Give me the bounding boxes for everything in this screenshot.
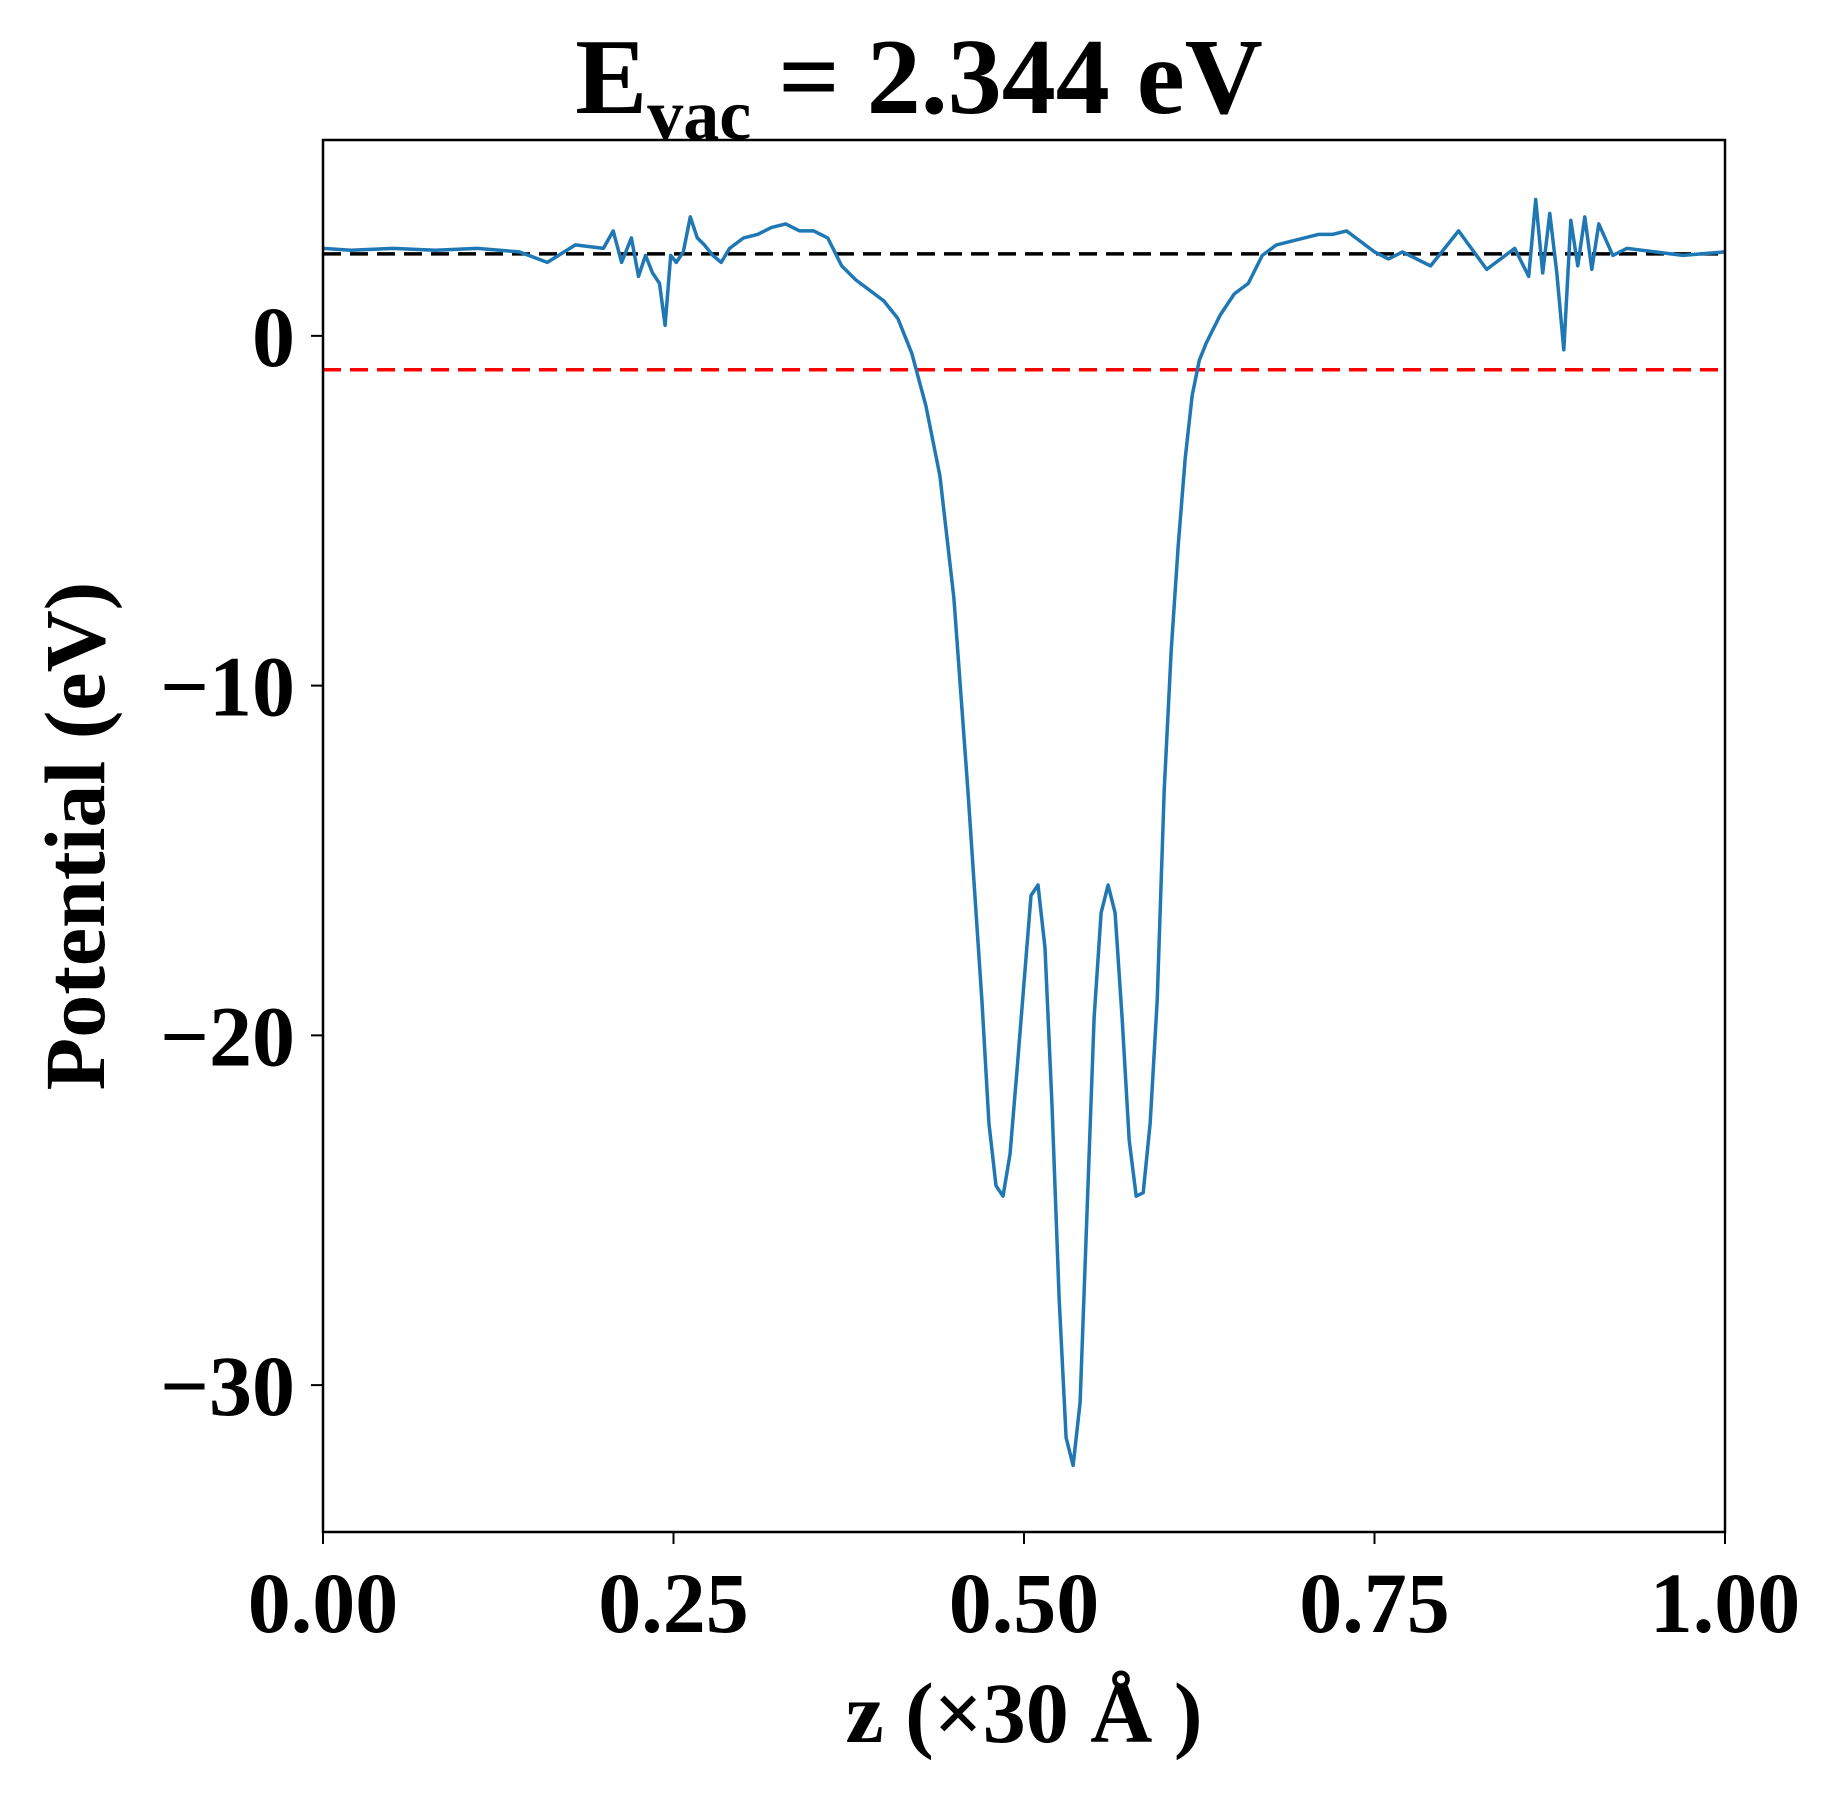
y-tick-label-2: −20 — [160, 988, 295, 1084]
y-tick-label-0: 0 — [252, 289, 295, 385]
series-line-0 — [323, 197, 1725, 1468]
x-tick-label-2: 0.50 — [949, 1555, 1100, 1651]
y-axis-label: Potential (eV) — [27, 582, 123, 1091]
x-axis-label: z (×30 Å ) — [845, 1665, 1202, 1761]
y-tick-label-3: −30 — [160, 1338, 295, 1434]
x-axis-ticks: 0.00 0.25 0.50 0.75 1.00 — [248, 1532, 1801, 1651]
plot-frame — [321, 138, 1727, 1534]
x-tick-label-3: 0.75 — [1299, 1555, 1450, 1651]
y-axis-ticks: 0 −10 −20 −30 — [160, 289, 323, 1434]
reference-lines — [323, 252, 1725, 372]
y-tick-label-1: −10 — [160, 639, 295, 735]
chart-title-rest: = 2.344 eV — [751, 18, 1262, 137]
chart-title-main: E — [575, 18, 647, 137]
series-group — [323, 197, 1725, 1468]
chart-title-subscript: vac — [647, 75, 751, 155]
chart-title: Evac = 2.344 eV — [575, 18, 1263, 155]
x-tick-label-0: 0.00 — [248, 1555, 399, 1651]
x-tick-label-1: 0.25 — [598, 1555, 749, 1651]
x-tick-label-4: 1.00 — [1650, 1555, 1801, 1651]
